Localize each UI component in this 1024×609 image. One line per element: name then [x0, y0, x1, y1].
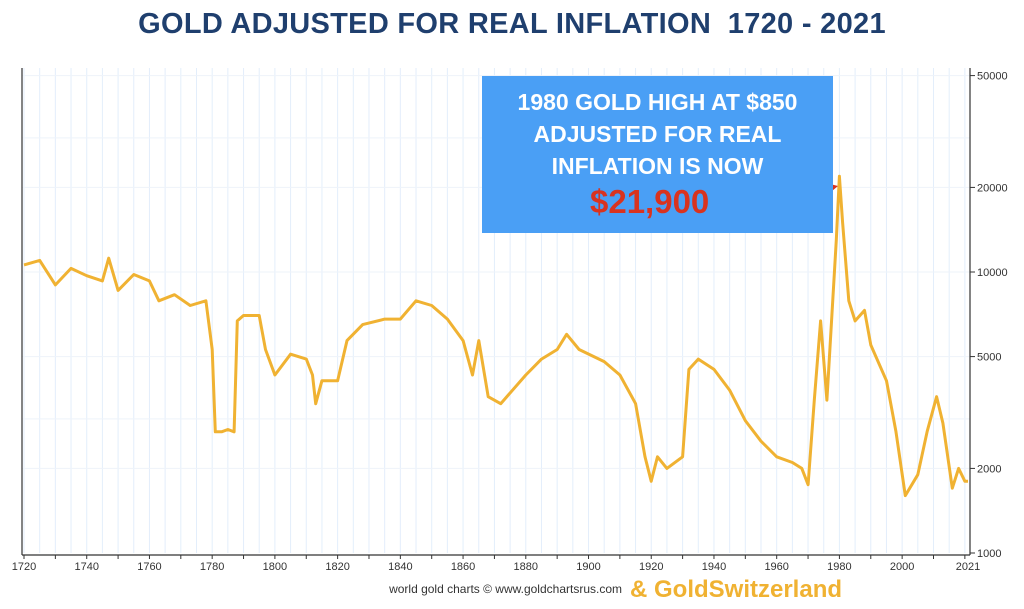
annotation-box: 1980 GOLD HIGH AT $850 ADJUSTED FOR REAL… — [482, 76, 833, 233]
x-tick-label: 2021 — [956, 561, 980, 573]
chart-title: GOLD ADJUSTED FOR REAL INFLATION 1720 - … — [138, 8, 886, 40]
x-tick-label: 1900 — [576, 561, 600, 573]
x-tick-label: 1840 — [388, 561, 412, 573]
y-tick-label: 5000 — [977, 352, 1001, 364]
annotation-line: 1980 GOLD HIGH AT $850 — [517, 89, 798, 115]
y-tick-label: 10000 — [977, 267, 1008, 279]
x-tick-label: 1960 — [764, 561, 788, 573]
x-tick-label: 1740 — [74, 561, 98, 573]
y-tick-label: 20000 — [977, 182, 1008, 194]
x-tick-label: 1880 — [514, 561, 538, 573]
y-tick-label: 1000 — [977, 548, 1001, 560]
x-tick-label: 1800 — [263, 561, 287, 573]
x-tick-label: 1980 — [827, 561, 851, 573]
y-tick-label: 50000 — [977, 71, 1008, 83]
annotation-line: ADJUSTED FOR REAL — [533, 121, 782, 147]
y-tick-label: 2000 — [977, 463, 1001, 475]
x-tick-label: 1760 — [137, 561, 161, 573]
source-credit: world gold charts © www.goldchartsrus.co… — [389, 582, 622, 596]
brand-logo-text: & GoldSwitzerland — [630, 576, 843, 603]
x-tick-label: 1780 — [200, 561, 224, 573]
annotation-line: INFLATION IS NOW — [551, 153, 764, 179]
x-tick-label: 1720 — [12, 561, 36, 573]
x-tick-label: 1920 — [639, 561, 663, 573]
x-tick-label: 1940 — [702, 561, 726, 573]
gold-price-line — [23, 174, 968, 498]
x-tick-label: 2000 — [890, 561, 914, 573]
x-tick-label: 1820 — [325, 561, 349, 573]
annotation-value: $21,900 — [590, 183, 710, 220]
x-tick-label: 1860 — [451, 561, 475, 573]
